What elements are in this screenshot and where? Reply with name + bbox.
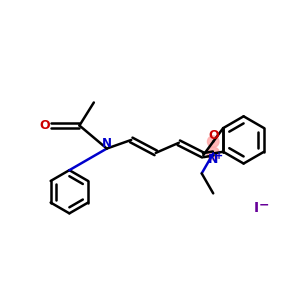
Circle shape	[208, 136, 219, 147]
Text: O: O	[39, 119, 50, 132]
Text: O: O	[208, 129, 218, 142]
Text: N: N	[208, 153, 218, 166]
Text: N: N	[102, 137, 112, 150]
Text: +: +	[215, 151, 223, 161]
Text: −: −	[259, 199, 269, 212]
Text: I: I	[254, 201, 259, 214]
Circle shape	[207, 147, 220, 160]
